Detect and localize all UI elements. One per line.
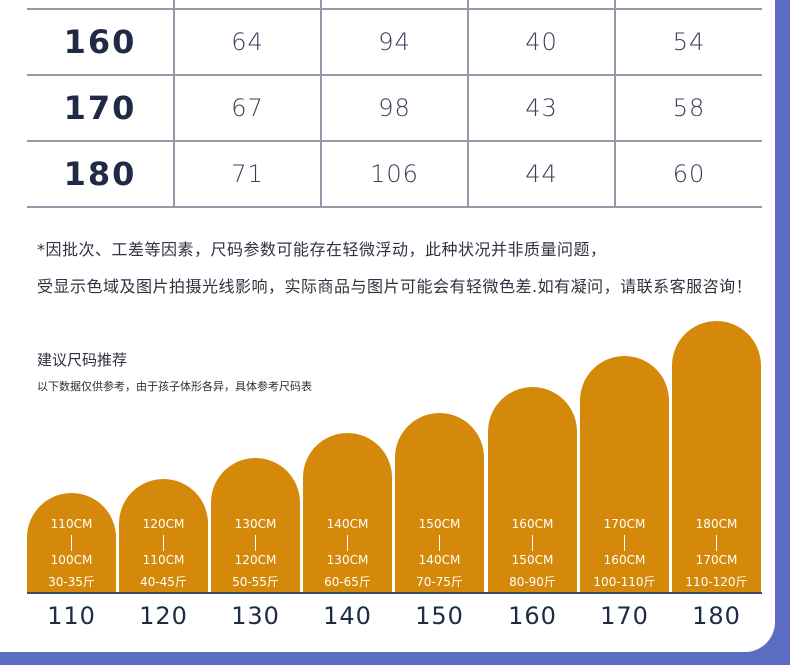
size-pill: 150CM 140CM 70-75斤 <box>395 413 484 593</box>
pill-top-height: 120CM <box>142 517 185 531</box>
pill-top-height: 130CM <box>234 517 277 531</box>
pill-bottom-height: 120CM <box>234 553 277 567</box>
pill-bottom-height: 110CM <box>142 553 185 567</box>
pill-weight: 70-75斤 <box>416 575 463 589</box>
value-cell: 60 <box>614 140 762 208</box>
size-label: 150 <box>415 602 464 630</box>
pill-divider <box>255 535 256 551</box>
disclaimer-line-2: 受显示色域及图片拍摄光线影响，实际商品与图片可能会有轻微色差.如有凝问，请联系客… <box>37 277 753 296</box>
pill-divider <box>347 535 348 551</box>
size-label: 110 <box>47 602 96 630</box>
disclaimer-line-1: *因批次、工差等因素，尺码参数可能存在轻微浮动，此种状况并非质量问题， <box>37 240 607 259</box>
size-pill: 180CM 170CM 110-120斤 <box>672 321 761 593</box>
value-cell: 67 <box>173 74 322 142</box>
recommendation-subtitle: 以下数据仅供参考，由于孩子体形各异，具体参考尺码表 <box>37 380 312 393</box>
baseline-divider <box>27 592 762 594</box>
value-cell: 71 <box>173 140 322 208</box>
size-pill: 110CM 100CM 30-35斤 <box>27 493 116 593</box>
size-pill: 120CM 110CM 40-45斤 <box>119 479 208 593</box>
value-cell: 98 <box>320 74 469 142</box>
pill-weight: 60-65斤 <box>324 575 371 589</box>
pill-top-height: 180CM <box>695 517 738 531</box>
size-pill: 170CM 160CM 100-110斤 <box>580 356 669 593</box>
value-cell: 58 <box>614 74 762 142</box>
pill-divider <box>624 535 625 551</box>
pill-bottom-height: 160CM <box>603 553 646 567</box>
value-cell: 106 <box>320 140 469 208</box>
value-cell: 43 <box>467 74 616 142</box>
pill-weight: 100-110斤 <box>593 575 656 589</box>
pill-divider <box>716 535 717 551</box>
value-cell: 40 <box>467 8 616 76</box>
value-cell: 54 <box>614 8 762 76</box>
size-cell: 170 <box>27 74 175 142</box>
size-label: 180 <box>692 602 741 630</box>
value-cell: 44 <box>467 140 616 208</box>
size-label: 160 <box>508 602 557 630</box>
pill-divider <box>71 535 72 551</box>
pill-top-height: 150CM <box>418 517 461 531</box>
pill-weight: 80-90斤 <box>509 575 556 589</box>
pill-divider <box>532 535 533 551</box>
pill-divider <box>163 535 164 551</box>
table-row: 180 71 106 44 60 <box>27 140 762 208</box>
table-row: 170 67 98 43 58 <box>27 74 762 142</box>
size-pill: 140CM 130CM 60-65斤 <box>303 433 392 593</box>
size-label: 120 <box>139 602 188 630</box>
pill-bottom-height: 170CM <box>695 553 738 567</box>
pill-top-height: 160CM <box>511 517 554 531</box>
pill-bottom-height: 150CM <box>511 553 554 567</box>
pill-weight: 30-35斤 <box>48 575 95 589</box>
size-table: 160 64 94 40 54 170 67 98 43 58 180 71 1… <box>27 0 762 208</box>
size-label: 140 <box>323 602 372 630</box>
value-cell: 94 <box>320 8 469 76</box>
pill-top-height: 140CM <box>326 517 369 531</box>
pill-top-height: 110CM <box>50 517 93 531</box>
size-label: 170 <box>600 602 649 630</box>
size-chart-card: 160 64 94 40 54 170 67 98 43 58 180 71 1… <box>0 0 775 652</box>
pill-bottom-height: 130CM <box>326 553 369 567</box>
table-row-partial <box>27 0 762 10</box>
value-cell: 64 <box>173 8 322 76</box>
recommendation-title: 建议尺码推荐 <box>37 351 128 369</box>
pill-weight: 40-45斤 <box>140 575 187 589</box>
pill-bottom-height: 100CM <box>50 553 93 567</box>
size-pill: 130CM 120CM 50-55斤 <box>211 458 300 593</box>
pill-weight: 110-120斤 <box>685 575 748 589</box>
table-row: 160 64 94 40 54 <box>27 8 762 76</box>
size-pill: 160CM 150CM 80-90斤 <box>488 387 577 593</box>
pill-top-height: 170CM <box>603 517 646 531</box>
size-cell: 180 <box>27 140 175 208</box>
size-cell: 160 <box>27 8 175 76</box>
pill-weight: 50-55斤 <box>232 575 279 589</box>
size-label: 130 <box>231 602 280 630</box>
pill-divider <box>439 535 440 551</box>
pill-bottom-height: 140CM <box>418 553 461 567</box>
